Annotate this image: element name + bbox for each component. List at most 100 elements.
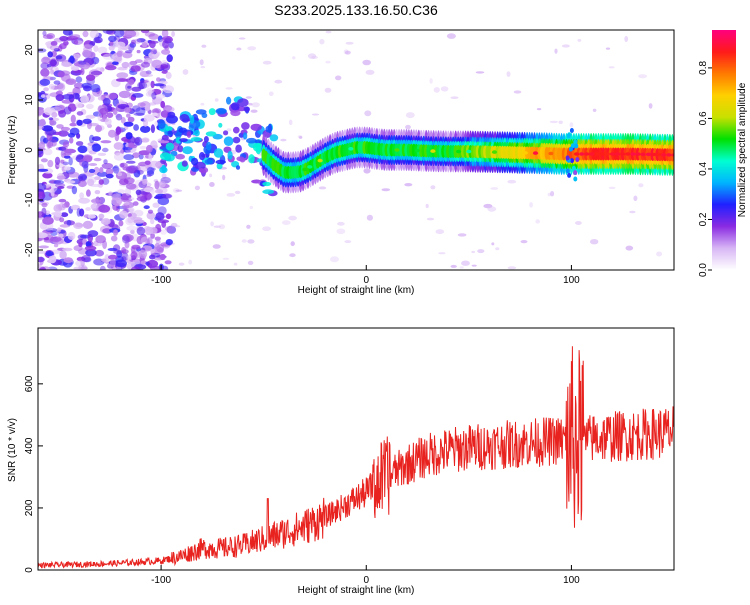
spectrogram-cell	[565, 155, 570, 161]
spectrogram-cell	[414, 148, 421, 153]
spectrogram-cell	[40, 158, 48, 163]
spectrogram-cell	[198, 152, 206, 161]
spectrogram-cell	[235, 165, 241, 170]
spectrogram-cell	[148, 226, 158, 235]
spectrogram-cell	[82, 118, 92, 125]
spectrogram-cell	[67, 231, 76, 241]
spectrogram-cell	[179, 138, 188, 143]
spectrogram-cell	[146, 259, 159, 268]
spectrogram-cell	[236, 47, 242, 51]
spectrogram-cell	[105, 168, 114, 175]
spectrogram-cell	[666, 153, 672, 157]
spectrogram-cell	[150, 48, 158, 55]
spectrogram-cell	[58, 146, 67, 151]
spectrogram-cell	[405, 124, 411, 130]
spectrogram-cell	[363, 168, 371, 174]
spectrogram-cell	[125, 50, 133, 54]
spectrogram-cell	[38, 147, 44, 156]
spectrogram-cell	[77, 179, 87, 188]
spectrogram-cell	[364, 110, 372, 117]
spectrogram-cell	[100, 52, 112, 57]
spectrogram-cell	[131, 39, 136, 45]
spectrogram-cell	[113, 152, 125, 161]
spectrogram-cell	[87, 214, 96, 219]
spectrogram-cell	[93, 157, 102, 162]
spectrogram-cell	[126, 113, 131, 118]
spectrogram-cell	[63, 106, 72, 115]
spectrogram-cell	[148, 160, 161, 168]
spectrogram-cell	[59, 35, 69, 42]
spectrogram-cell	[53, 80, 61, 85]
spectrogram-cell	[151, 59, 163, 69]
spectrogram-cell	[609, 152, 616, 156]
spectrogram-cell	[640, 152, 646, 157]
spectrogram-cell	[241, 239, 247, 243]
spectrogram-cell	[107, 247, 118, 252]
spectrogram-cell	[115, 113, 123, 121]
spectrogram-cell	[143, 205, 150, 210]
spectrogram-cell	[226, 96, 232, 105]
spectrogram-cell	[344, 240, 352, 244]
spectrogram-cell	[48, 58, 60, 68]
spectrogram-cell	[103, 97, 111, 106]
spectrogram-cell	[131, 86, 142, 92]
spectrogram-cell	[226, 128, 232, 132]
spectrogram-cell	[102, 53, 115, 60]
spectrogram-cell	[450, 264, 457, 268]
spectrogram-cell	[50, 236, 62, 243]
spectrogram-cell	[38, 182, 47, 192]
spectrogram-cell	[38, 107, 45, 116]
spectrogram-cell	[108, 191, 113, 197]
spectrogram-cell	[146, 211, 156, 220]
spectrogram-cell	[144, 191, 152, 201]
spectrogram-cell	[73, 222, 84, 229]
colorbar: 0.0 0.2 0.4 0.6 0.8 Normalized spectral ampl…	[698, 30, 748, 277]
spectrogram-cell	[66, 219, 72, 226]
spectrogram-cell	[112, 61, 119, 65]
spectrogram-cell	[345, 41, 354, 45]
spectrogram-cell	[146, 144, 153, 153]
spectrogram-cell	[48, 83, 55, 90]
spectrogram-cell	[98, 213, 105, 219]
spectrogram-cell	[254, 139, 261, 144]
spectrogram-cell	[129, 60, 138, 66]
spectrogram-cell	[62, 247, 73, 252]
spectrogram-cell	[121, 247, 127, 254]
spectrogram-cell	[152, 144, 159, 149]
spectrogram-cell	[262, 189, 275, 194]
spectrogram-cell	[125, 82, 132, 92]
spectrogram-cell	[225, 87, 233, 90]
spectrogram-cell	[133, 137, 140, 144]
spectrogram-cell	[66, 180, 76, 184]
spectrogram-cell	[381, 188, 391, 192]
spectrogram-cell	[299, 136, 303, 139]
spectrogram-cell	[82, 155, 93, 163]
spectrogram-cell	[68, 157, 73, 166]
spectrogram-cell	[115, 126, 122, 135]
spectrogram-cell	[160, 229, 167, 235]
spectrogram-cell	[87, 230, 99, 238]
spectrogram-cell	[99, 265, 106, 270]
figure-title: S233.2025.133.16.50.C36	[274, 2, 438, 18]
spectrogram-cell	[236, 156, 245, 162]
spectrogram-cell	[139, 145, 147, 150]
spectrogram-cell	[136, 226, 146, 236]
spectrogram-cell	[215, 159, 226, 165]
spectrogram-cell	[251, 102, 260, 108]
spectrogram-cell	[80, 95, 90, 104]
spectrogram-cell	[63, 152, 72, 156]
spectrogram-cell	[205, 131, 217, 137]
spectrogram-cell	[113, 142, 124, 150]
spectrogram-cell	[438, 252, 446, 255]
spectrogram-cell	[115, 41, 126, 48]
spectrogram-cell	[566, 133, 571, 139]
spectrogram-cell	[108, 45, 115, 51]
spectrogram-cell	[491, 150, 498, 154]
spectrogram-cell	[548, 151, 554, 156]
spectrogram-cell	[45, 250, 54, 257]
spectrogram-cell	[85, 74, 96, 81]
spectrogram-cell	[404, 183, 413, 187]
spectrogram-cell	[235, 144, 242, 153]
colorbar-gradient	[712, 30, 736, 270]
